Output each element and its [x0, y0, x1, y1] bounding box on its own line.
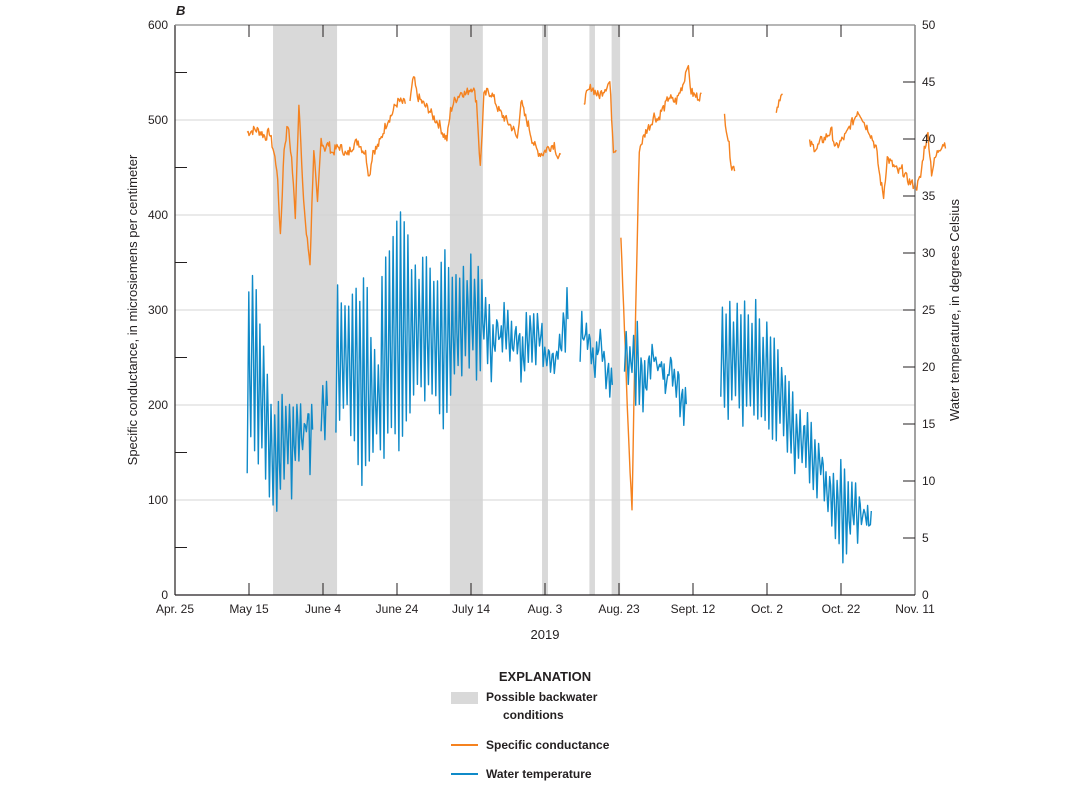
water-temperature-line — [720, 298, 872, 564]
y-right-tick-label: 45 — [922, 75, 936, 89]
x-tick-label: May 15 — [229, 602, 269, 616]
y-right-tick-label: 25 — [922, 303, 936, 317]
x-tick-label: Apr. 25 — [156, 602, 194, 616]
y-axis-right-label: Water temperature, in degrees Celsius — [947, 198, 962, 421]
y-right-tick-label: 0 — [922, 588, 929, 602]
y-right-tick-label: 15 — [922, 417, 936, 431]
water-temperature-line — [335, 211, 569, 487]
y-left-tick-label: 0 — [161, 588, 168, 602]
water-temperature-line — [579, 310, 613, 398]
y-left-tick-label: 500 — [148, 113, 168, 127]
specific-conductance-series — [246, 64, 947, 511]
water-temperature-line — [320, 380, 329, 441]
specific-conductance-line — [583, 81, 617, 154]
legend: EXPLANATION Possible backwater condition… — [451, 669, 610, 781]
water-temperature-series — [246, 211, 872, 564]
specific-conductance-line — [808, 111, 947, 200]
specific-conductance-line — [246, 97, 406, 266]
y-left-tick-label: 400 — [148, 208, 168, 222]
x-tick-label: June 4 — [305, 602, 341, 616]
water-temperature-line — [623, 320, 687, 426]
specific-conductance-line — [723, 113, 736, 172]
specific-conductance-line — [409, 76, 562, 166]
y-left-tick-label: 200 — [148, 398, 168, 412]
x-tick-label: Oct. 2 — [751, 602, 783, 616]
legend-label-backwater-line2: conditions — [503, 708, 564, 722]
water-temperature-line — [246, 274, 314, 512]
legend-swatch-backwater — [451, 692, 478, 704]
x-tick-label: Aug. 3 — [528, 602, 563, 616]
y-left-tick-label: 600 — [148, 18, 168, 32]
y-right-tick-label: 50 — [922, 18, 936, 32]
x-tick-label: Nov. 11 — [895, 602, 935, 616]
y-right-tick-label: 5 — [922, 531, 929, 545]
x-axis-label: 2019 — [531, 627, 560, 642]
tick-labels: Apr. 25 May 15 June 4 June 24 July 14 Aug. 3 A… — [148, 18, 936, 616]
y-right-tick-label: 40 — [922, 132, 936, 146]
legend-label-specific-conductance: Specific conductance — [486, 738, 610, 752]
y-axis-left-label: Specific conductance, in microsiemens pe… — [125, 154, 140, 465]
legend-title: EXPLANATION — [499, 669, 591, 684]
x-tick-label: July 14 — [452, 602, 490, 616]
legend-label-water-temperature: Water temperature — [486, 767, 592, 781]
y-right-tick-label: 20 — [922, 360, 936, 374]
x-tick-label: Sept. 12 — [671, 602, 716, 616]
y-right-tick-label: 35 — [922, 189, 936, 203]
panel-label: B — [176, 3, 185, 18]
specific-conductance-line — [775, 93, 783, 113]
specific-conductance-line — [620, 64, 702, 511]
y-left-tick-label: 300 — [148, 303, 168, 317]
y-left-tick-label: 100 — [148, 493, 168, 507]
x-tick-label: Aug. 23 — [598, 602, 640, 616]
x-tick-label: Oct. 22 — [822, 602, 861, 616]
x-tick-label: June 24 — [376, 602, 419, 616]
legend-label-backwater: Possible backwater — [486, 690, 598, 704]
y-right-tick-label: 10 — [922, 474, 936, 488]
axes — [174, 24, 916, 596]
y-right-tick-label: 30 — [922, 246, 936, 260]
